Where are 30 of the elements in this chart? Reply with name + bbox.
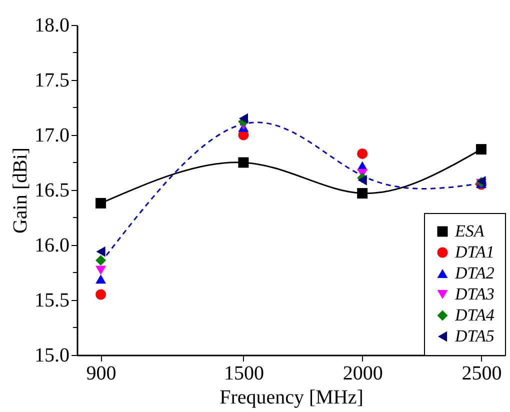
y-tick-label: 16.5 bbox=[34, 180, 70, 202]
y-axis-title: Gain [dBi] bbox=[10, 147, 32, 234]
legend-label: DTA4 bbox=[454, 306, 495, 324]
point bbox=[96, 289, 106, 300]
x-tick-label: 2500 bbox=[462, 362, 502, 384]
point bbox=[357, 188, 368, 199]
point bbox=[238, 113, 248, 124]
point bbox=[96, 198, 106, 208]
x-tick-label: 2000 bbox=[342, 362, 383, 384]
y-tick-label: 18.0 bbox=[34, 14, 70, 36]
legend-label: DTA2 bbox=[454, 264, 495, 282]
y-tick-label: 17.5 bbox=[34, 70, 70, 92]
x-axis-title: Frequency [MHz] bbox=[220, 386, 364, 408]
point bbox=[96, 255, 106, 266]
point bbox=[476, 144, 486, 155]
legend-label: ESA bbox=[454, 222, 485, 240]
y-tick-label: 16.0 bbox=[34, 234, 70, 256]
y-tick-label: 15.5 bbox=[34, 290, 70, 312]
legend-label: DTA1 bbox=[454, 242, 494, 262]
point bbox=[96, 246, 106, 257]
x-tick-label: 900 bbox=[86, 362, 116, 384]
point bbox=[357, 148, 368, 159]
y-tick-label: 17.0 bbox=[34, 124, 70, 146]
x-tick-label: 1500 bbox=[224, 362, 264, 384]
point bbox=[96, 274, 106, 284]
point bbox=[96, 266, 106, 275]
legend-label: DTA3 bbox=[454, 284, 494, 304]
point bbox=[238, 157, 249, 168]
legend-label: DTA5 bbox=[454, 326, 494, 346]
y-tick-label: 15.0 bbox=[34, 344, 70, 366]
